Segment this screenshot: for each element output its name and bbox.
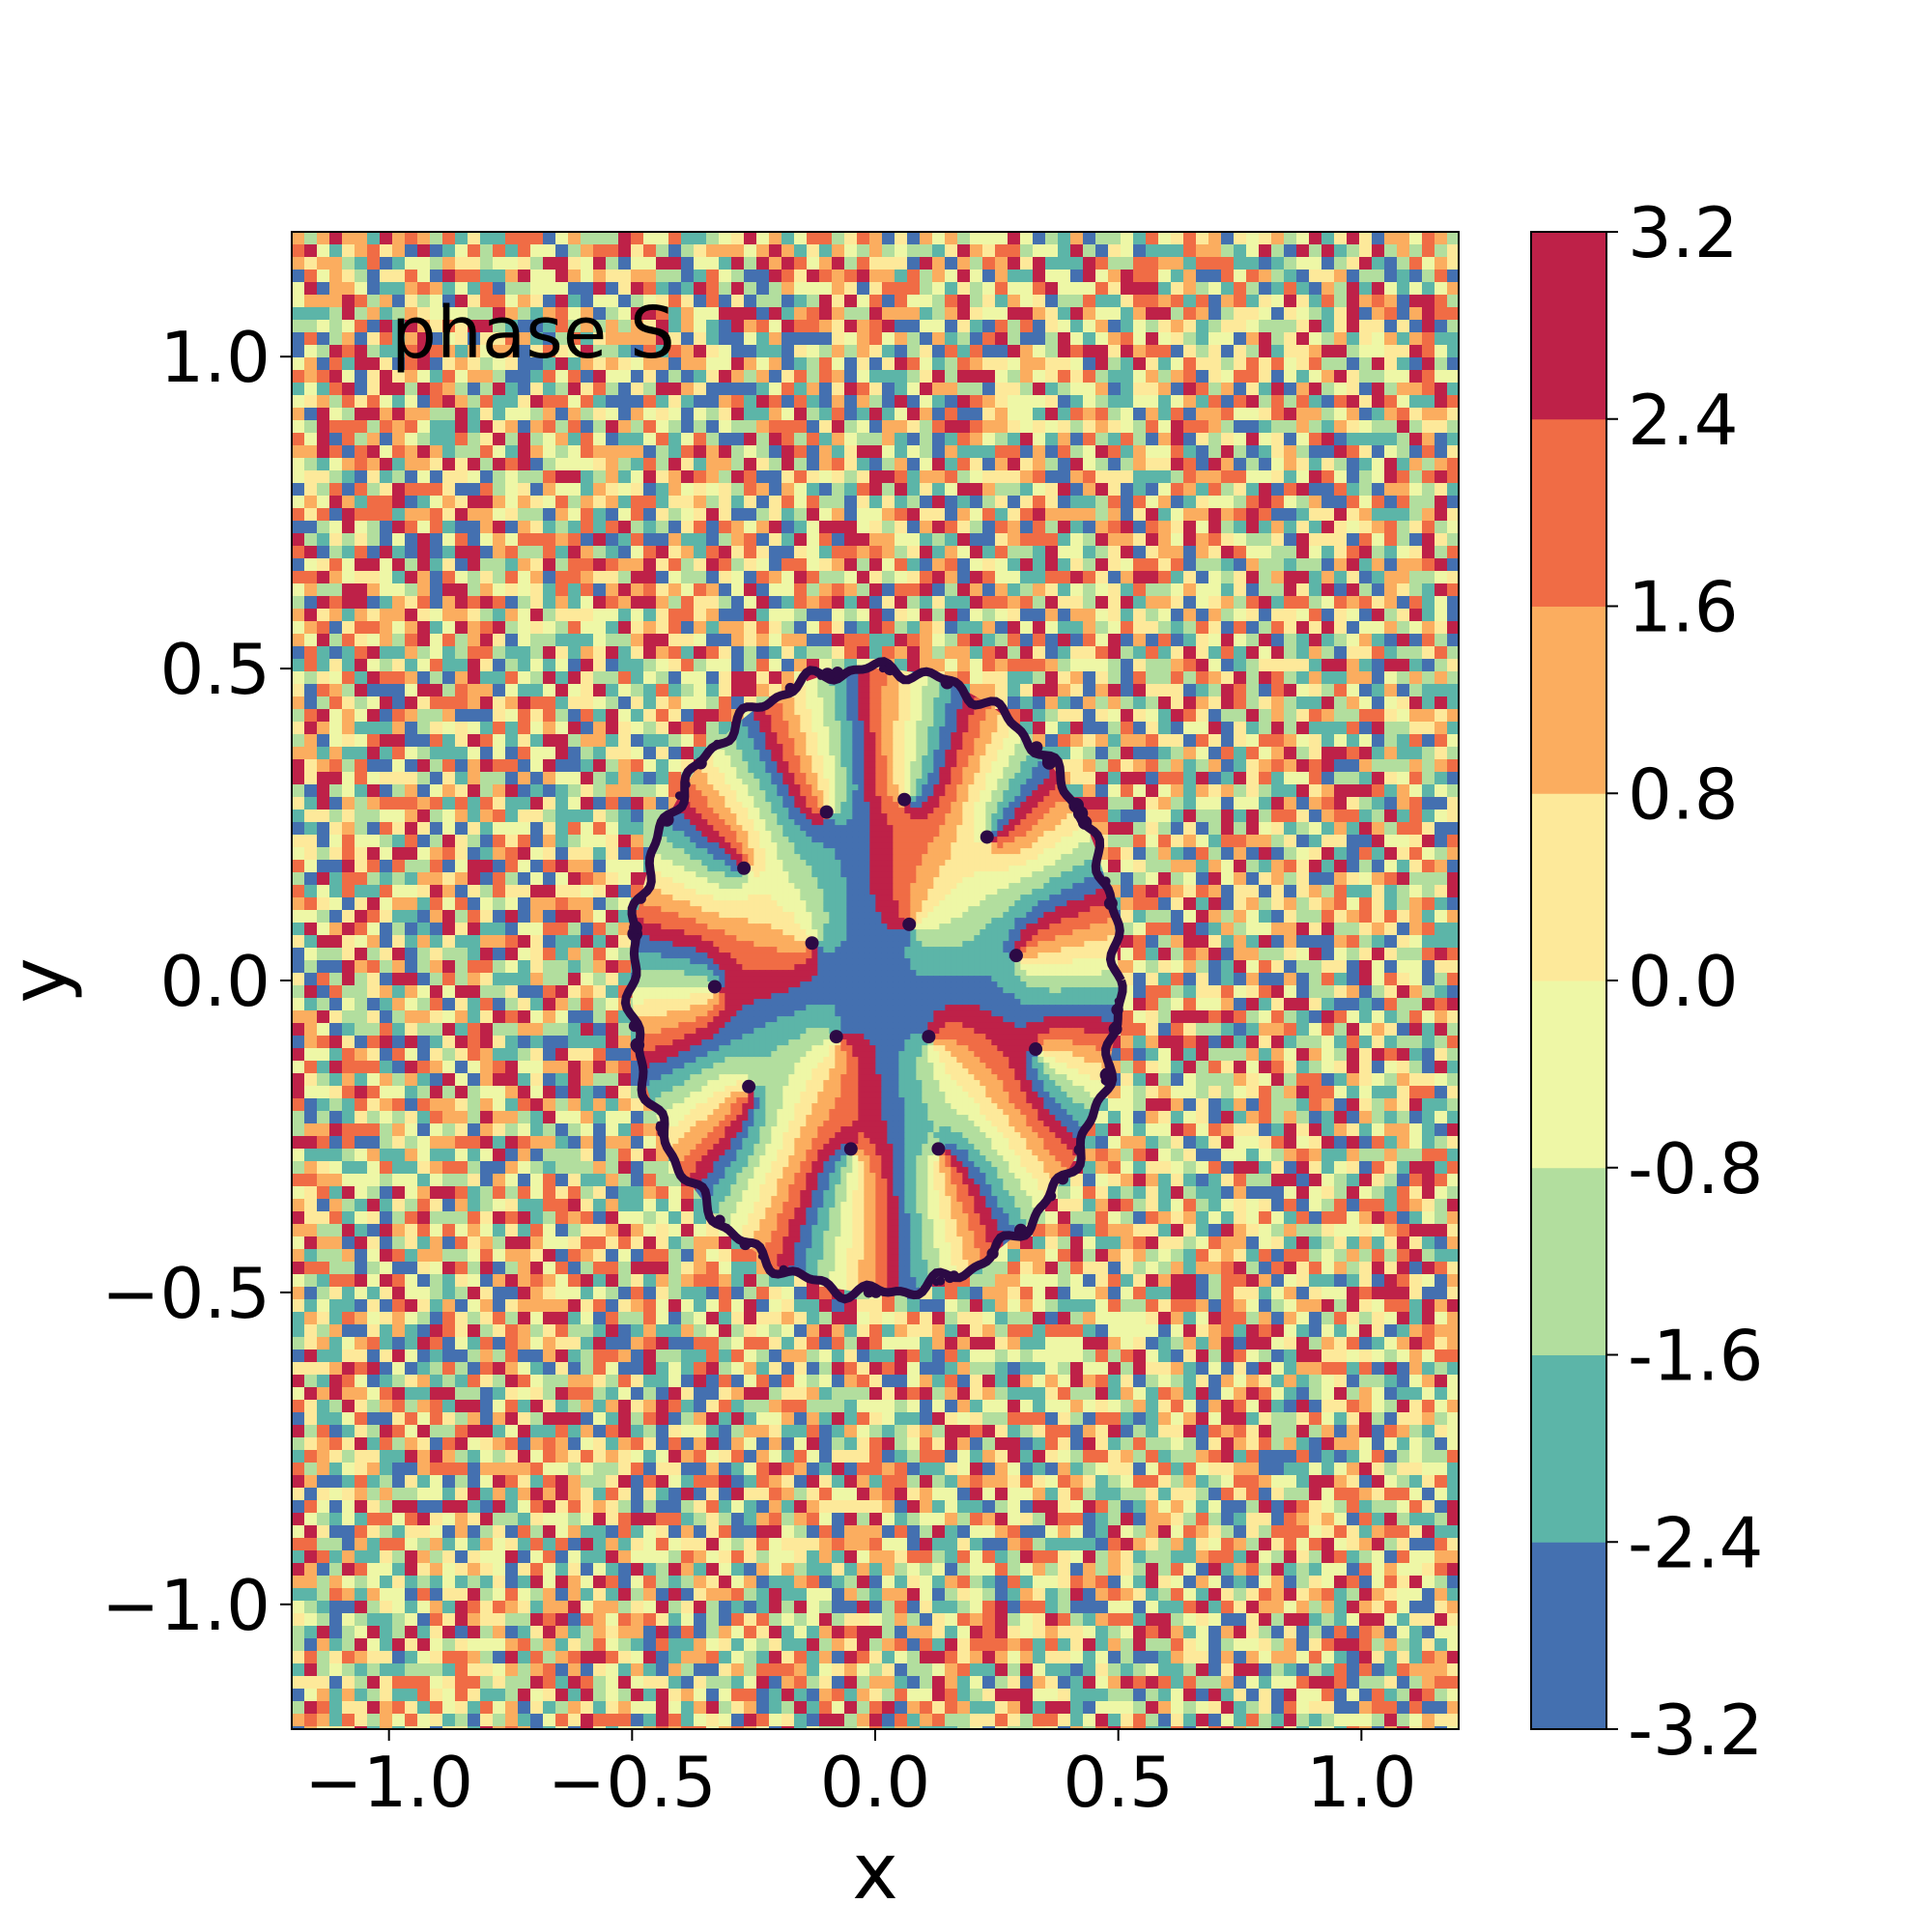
boundary-blob <box>1030 741 1043 753</box>
boundary-blob <box>710 744 717 752</box>
boundary-blob <box>1013 1223 1028 1237</box>
boundary-blob <box>1111 1020 1121 1030</box>
colorbar-tick-label: -0.8 <box>1628 1128 1763 1209</box>
colorbar-segment <box>1531 232 1606 420</box>
condensate-boundary <box>620 657 1127 1304</box>
y-tick-label: −1.0 <box>101 1565 270 1646</box>
colorbar: -3.2 -2.4 -1.6 -0.8 0.0 0.8 1.6 2.4 3.2 <box>1530 192 1763 1771</box>
boundary-blob <box>1103 896 1118 911</box>
plot-area: phase S <box>291 231 1460 1730</box>
boundary-blob <box>878 665 887 673</box>
y-tick-label: −0.5 <box>101 1253 270 1334</box>
boundary-blob <box>863 1287 875 1298</box>
x-tick-label: −0.5 <box>548 1742 717 1823</box>
boundary-blob <box>932 1278 941 1287</box>
vortex-point-14 <box>931 1142 946 1156</box>
vortex-point-6 <box>805 936 819 951</box>
vortex-point-5 <box>902 917 917 931</box>
colorbar-segment <box>1531 1167 1606 1355</box>
boundary-blob <box>630 1037 645 1053</box>
colorbar-tick-label: -2.4 <box>1628 1502 1763 1583</box>
colorbar-tick-label: 1.6 <box>1628 567 1739 648</box>
colorbar-tick-label: 0.8 <box>1628 753 1739 835</box>
boundary-blob <box>820 668 835 682</box>
boundary-blob <box>784 682 796 694</box>
x-axis: −1.0 −0.5 0.0 0.5 1.0 <box>304 1729 1417 1823</box>
y-tick-label: 0.0 <box>159 941 270 1022</box>
boundary-blob <box>757 1252 766 1261</box>
boundary-blob <box>723 1223 731 1232</box>
vortex-point-1 <box>897 792 912 807</box>
y-tick-label: 0.5 <box>159 629 270 710</box>
colorbar-tick-label: -1.6 <box>1628 1316 1763 1397</box>
vortex-point-10 <box>922 1030 936 1044</box>
boundary-blob <box>635 893 646 904</box>
vortex-point-11 <box>1029 1042 1043 1057</box>
boundary-blob <box>739 1237 752 1251</box>
boundary-blob <box>832 667 843 678</box>
boundary-blob <box>757 702 764 709</box>
boundary-blob <box>986 1247 999 1260</box>
colorbar-segment <box>1531 606 1606 794</box>
vortex-point-8 <box>707 980 722 994</box>
boundary-blob <box>628 1020 641 1033</box>
x-tick-label: −1.0 <box>304 1742 473 1823</box>
boundary-blob <box>949 1270 959 1281</box>
boundary-blob <box>1077 815 1093 830</box>
boundary-blob <box>681 780 691 789</box>
boundary-blob <box>855 666 862 673</box>
boundary-blob <box>655 1122 667 1133</box>
x-tick-label: 1.0 <box>1306 1742 1417 1823</box>
boundary-curve <box>620 657 1127 1304</box>
x-tick-label: 0.0 <box>820 1742 931 1823</box>
colorbar-tick-label: 2.4 <box>1628 380 1739 461</box>
colorbar-segment <box>1531 1542 1606 1730</box>
boundary-blob <box>695 756 707 770</box>
boundary-blob <box>714 1214 725 1226</box>
y-tick-label: 1.0 <box>159 317 270 398</box>
boundary-blob <box>1111 1004 1123 1016</box>
boundary-blob <box>1059 1177 1065 1183</box>
boundary-blob <box>779 1264 788 1274</box>
phase-annotation: phase S <box>391 292 675 375</box>
colorbar-segment <box>1531 418 1606 607</box>
boundary-blob <box>1045 1190 1057 1202</box>
boundary-blob <box>674 791 684 800</box>
boundary-blob <box>1100 1067 1114 1081</box>
boundary-blob <box>1100 876 1111 887</box>
colorbar-segment <box>1531 1354 1606 1543</box>
colorbar-tick-label: 0.0 <box>1628 941 1739 1022</box>
colorbar-segment <box>1531 793 1606 981</box>
y-axis: 1.0 0.5 0.0 −0.5 −1.0 <box>101 317 292 1646</box>
boundary-blob <box>1073 1144 1086 1156</box>
vortex-point-7 <box>1009 949 1023 963</box>
vortex-point-9 <box>829 1030 843 1044</box>
vortex-point-13 <box>843 1142 858 1156</box>
colorbar-segment <box>1531 980 1606 1169</box>
boundary-blob <box>660 812 674 827</box>
boundary-blob <box>629 921 642 935</box>
colorbar-tick-label: -3.2 <box>1628 1690 1763 1771</box>
boundary-blob <box>1041 754 1051 764</box>
vortex-markers <box>707 792 1043 1156</box>
boundary-blob <box>940 675 954 690</box>
boundary-blob <box>1114 997 1122 1005</box>
vortex-point-2 <box>819 805 834 819</box>
vortex-point-4 <box>737 861 752 875</box>
x-tick-label: 0.5 <box>1063 1742 1174 1823</box>
y-axis-label: y <box>0 957 84 1003</box>
vortex-point-3 <box>980 830 994 844</box>
x-axis-label: x <box>852 1827 897 1917</box>
boundary-blob <box>883 663 896 676</box>
vortex-point-12 <box>742 1079 756 1094</box>
colorbar-tick-label: 3.2 <box>1628 192 1739 273</box>
